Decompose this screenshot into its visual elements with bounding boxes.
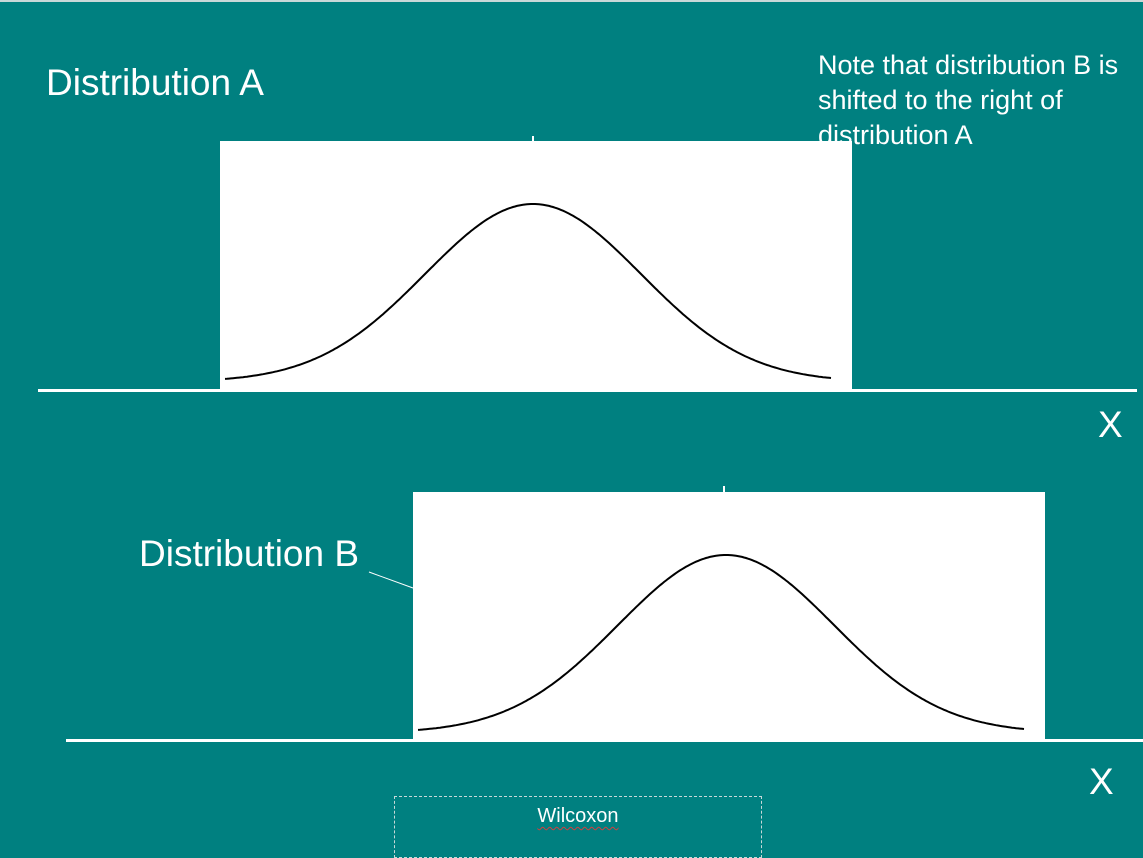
distribution-b-curve <box>417 554 1025 731</box>
distribution-a-x-axis <box>38 389 1137 392</box>
top-border <box>0 0 1143 2</box>
distribution-a-x-axis-label: X <box>1098 404 1123 445</box>
shift-note: Note that distribution B is shifted to t… <box>818 50 1119 150</box>
distribution-b-x-axis-label: X <box>1089 761 1114 802</box>
footer-text: Wilcoxon <box>537 805 619 827</box>
distribution-a-label: Distribution A <box>46 62 264 103</box>
distribution-a-curve <box>224 203 832 380</box>
distribution-b-x-axis <box>66 739 1143 742</box>
distribution-b-panel <box>413 492 1045 742</box>
distribution-b-label: Distribution B <box>139 533 360 574</box>
distribution-b-center-tick <box>723 486 725 496</box>
footer-text-box[interactable]: Wilcoxon <box>394 796 762 858</box>
distribution-a-panel <box>220 141 852 391</box>
